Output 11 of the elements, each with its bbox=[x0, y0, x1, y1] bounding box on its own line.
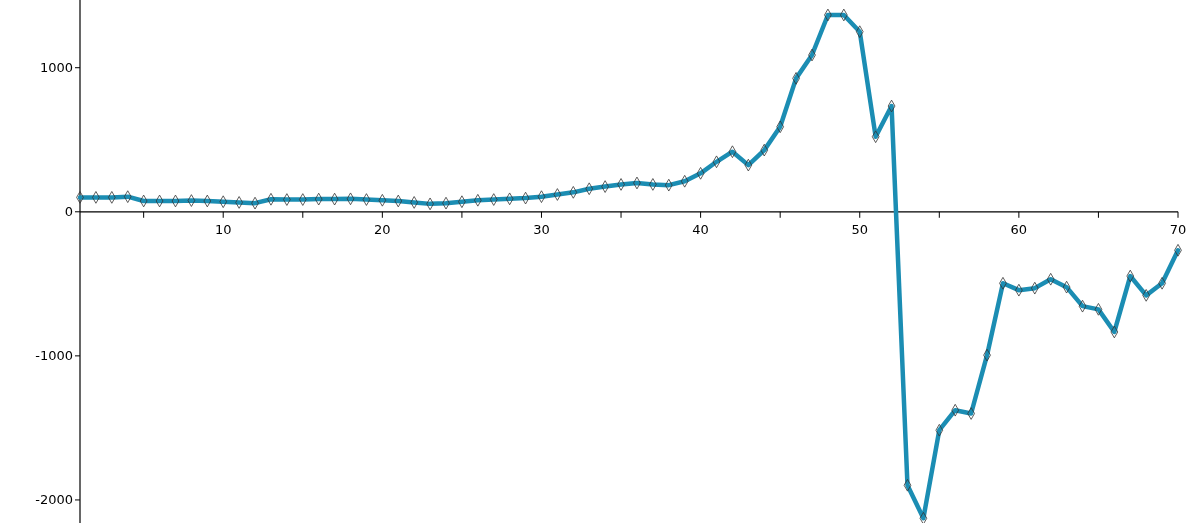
y-tick-label: 1000 bbox=[39, 60, 73, 76]
x-tick-label: 50 bbox=[851, 221, 869, 237]
x-tick-label: 10 bbox=[214, 221, 232, 237]
x-tick-label: 20 bbox=[374, 221, 391, 237]
x-tick-label: 40 bbox=[692, 221, 709, 237]
x-tick-label: 60 bbox=[1010, 221, 1028, 237]
y-tick-label: -1000 bbox=[35, 348, 73, 364]
y-tick-label: 0 bbox=[64, 204, 73, 220]
x-tick-label: 70 bbox=[1169, 221, 1187, 237]
x-tick-label: 30 bbox=[533, 221, 550, 237]
y-tick-label: -2000 bbox=[35, 492, 73, 508]
